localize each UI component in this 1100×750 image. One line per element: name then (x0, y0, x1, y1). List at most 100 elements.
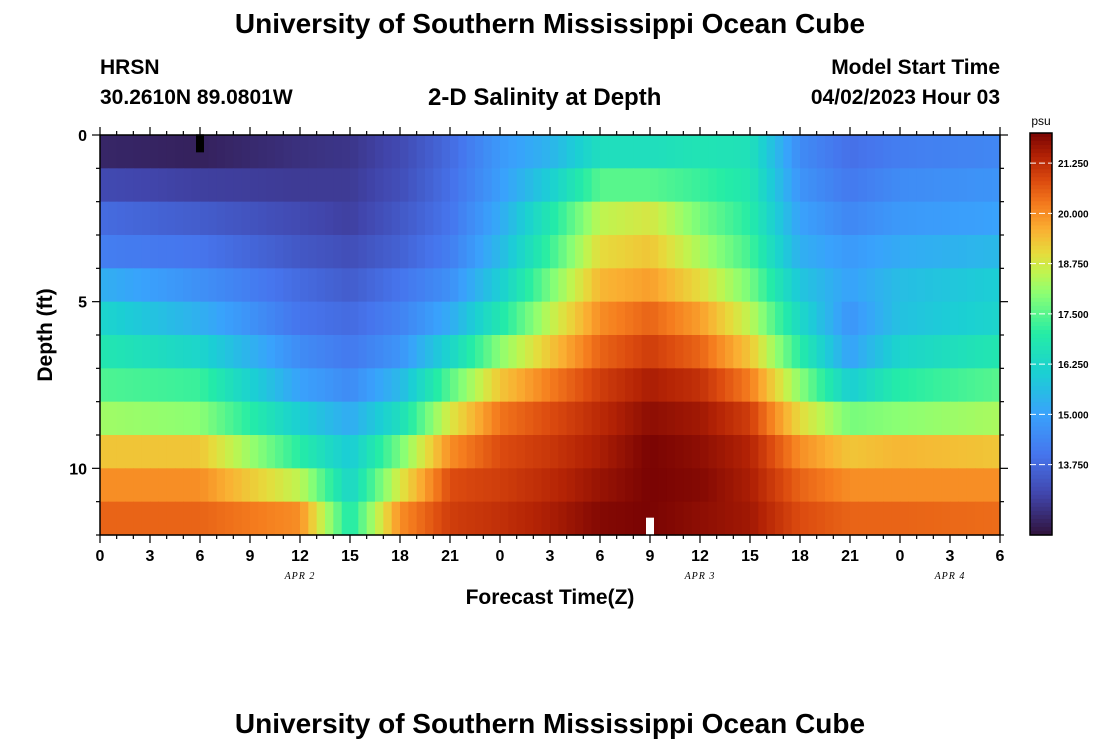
heatmap-cell (600, 335, 609, 369)
heatmap-cell (591, 268, 601, 303)
heatmap-cell (383, 168, 393, 203)
heatmap-cell (541, 368, 551, 403)
colorbar-swatch (1030, 386, 1052, 391)
heatmap-cell (316, 301, 326, 336)
heatmap-cell (358, 135, 368, 169)
heatmap-cell (966, 235, 976, 269)
heatmap-cell (691, 468, 701, 503)
heatmap-cell (116, 301, 126, 336)
heatmap-cell (708, 201, 718, 236)
heatmap-cell (391, 268, 401, 303)
heatmap-cell (783, 301, 793, 336)
heatmap-cell (350, 501, 359, 536)
heatmap-cell (316, 501, 326, 536)
heatmap-cell (916, 268, 926, 303)
heatmap-cell (716, 368, 726, 403)
heatmap-cell (950, 435, 959, 469)
heatmap-cell (300, 368, 309, 403)
heatmap-cell (825, 468, 834, 503)
colorbar-swatch (1030, 145, 1052, 150)
heatmap-cell (108, 235, 118, 269)
heatmap-cell (525, 468, 534, 503)
heatmap-cell (566, 201, 576, 236)
heatmap-cell (708, 468, 718, 503)
heatmap-cell (933, 135, 943, 169)
heatmap-cell (216, 401, 226, 436)
heatmap-cell (750, 135, 759, 169)
heatmap-cell (208, 268, 218, 303)
colorbar-swatch (1030, 474, 1052, 480)
heatmap-cell (466, 335, 476, 369)
colorbar-swatch (1030, 454, 1052, 460)
heatmap-cell (350, 401, 359, 436)
heatmap-cell (475, 301, 484, 336)
heatmap-cell (200, 368, 209, 403)
heatmap-cell (308, 401, 318, 436)
heatmap-cell (750, 435, 759, 469)
heatmap-cell (500, 135, 509, 169)
heatmap-cell (775, 368, 784, 403)
heatmap-cell (500, 435, 509, 469)
heatmap-cell (625, 268, 634, 303)
heatmap-cell (908, 401, 918, 436)
heatmap-cell (941, 435, 951, 469)
heatmap-cell (541, 301, 551, 336)
heatmap-cell (258, 335, 268, 369)
heatmap-cell (241, 168, 251, 203)
heatmap-cell (716, 201, 726, 236)
heatmap-cell (450, 235, 459, 269)
heatmap-cell (833, 435, 843, 469)
heatmap-cell (900, 301, 909, 336)
heatmap-cell (708, 301, 718, 336)
heatmap-cell (975, 501, 984, 536)
heatmap-cell (941, 135, 951, 169)
heatmap-cell (883, 435, 893, 469)
heatmap-cell (850, 501, 859, 536)
heatmap-cell (733, 468, 743, 503)
heatmap-cell (216, 268, 226, 303)
heatmap-cell (891, 268, 901, 303)
station-name: HRSN (100, 56, 160, 79)
x-tick-label: 0 (496, 548, 505, 565)
heatmap-cell (400, 335, 409, 369)
colorbar-tick-label: 13.750 (1058, 461, 1089, 472)
heatmap-cell (600, 168, 609, 203)
heatmap-cell (741, 501, 751, 536)
heatmap-cell (700, 301, 709, 336)
heatmap-cell (583, 401, 593, 436)
heatmap-cell (991, 468, 1001, 503)
heatmap-cell (441, 201, 451, 236)
colorbar-swatch (1030, 506, 1052, 512)
heatmap-cell (558, 401, 568, 436)
heatmap-cell (725, 268, 734, 303)
heatmap-cell (266, 301, 276, 336)
heatmap-cell (816, 168, 826, 203)
heatmap-cell (900, 468, 909, 503)
heatmap-cell (908, 468, 918, 503)
heatmap-cell (991, 501, 1001, 536)
heatmap-cell (616, 368, 626, 403)
heatmap-cell (600, 435, 609, 469)
heatmap-cell (600, 468, 609, 503)
heatmap-cell (950, 135, 959, 169)
heatmap-cell (416, 501, 426, 536)
heatmap-cell (708, 135, 718, 169)
heatmap-cell (491, 401, 501, 436)
heatmap-cell (791, 335, 801, 369)
heatmap-cell (425, 501, 434, 536)
heatmap-cell (866, 335, 876, 369)
heatmap-cell (158, 268, 168, 303)
heatmap-cell (750, 368, 759, 403)
heatmap-cell (475, 335, 484, 369)
heatmap-cell (450, 501, 459, 536)
heatmap-cell (758, 301, 768, 336)
heatmap-cell (550, 201, 559, 236)
colorbar-swatch (1030, 490, 1052, 496)
heatmap-cell (441, 401, 451, 436)
heatmap-cell (766, 468, 776, 503)
heatmap-cell (250, 201, 259, 236)
heatmap-cell (566, 168, 576, 203)
heatmap-cell (616, 168, 626, 203)
heatmap-cell (108, 401, 118, 436)
heatmap-cell (508, 268, 518, 303)
